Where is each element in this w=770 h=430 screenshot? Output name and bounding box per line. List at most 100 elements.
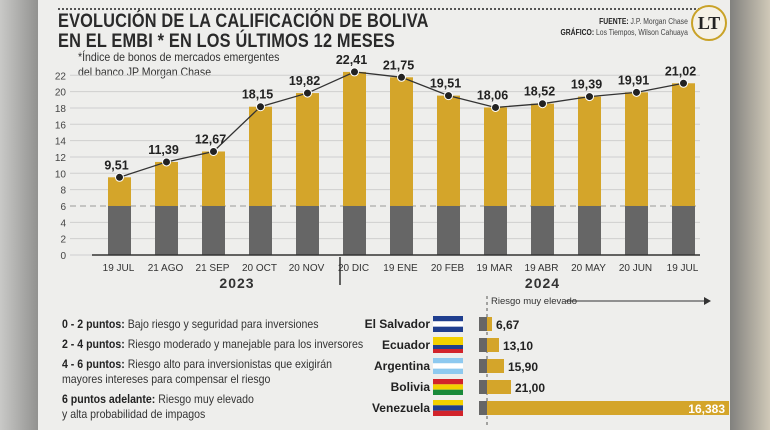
risk-value: 13,10 [503,339,533,353]
data-point [256,102,265,112]
year-label: 2023 [219,275,254,291]
flag-stripe [433,363,463,369]
x-tick-label: 21 SEP [196,263,230,274]
bar-below-threshold [296,205,319,255]
risk-legend: 0 - 2 puntos: Bajo riesgo y seguridad pa… [62,317,432,427]
data-label: 18,52 [524,85,555,99]
source-label: FUENTE: [599,17,629,26]
risk-value: 16,383 [688,402,725,416]
data-label: 18,15 [242,88,273,102]
bar-below-threshold [672,205,695,255]
data-label: 21,75 [383,58,414,72]
title-line-1: EVOLUCIÓN DE LA CALIFICACIÓN DE BOLIVA [58,11,429,32]
data-label: 19,39 [571,78,602,92]
legend-range: 6 puntos adelante: [62,392,156,406]
flag-stripe [433,316,463,322]
legend-text: Bajo riesgo y seguridad para inversiones [127,317,319,331]
y-tick-label: 20 [55,88,67,99]
flag-stripe [433,405,463,411]
x-tick-label: 20 NOV [289,263,325,274]
data-label: 18,06 [477,88,508,102]
legend-item: 2 - 4 puntos: Riesgo moderado y manejabl… [62,337,432,352]
data-label: 21,02 [665,64,696,78]
risk-bar [487,359,504,373]
x-tick-label: 19 JUL [667,263,699,274]
data-point [115,172,124,182]
x-tick-label: 19 ENE [383,263,418,274]
data-point [491,102,500,112]
data-label: 19,51 [430,77,461,91]
flag-stripe [433,349,463,353]
background-left [0,0,40,430]
risk-header: Riesgo muy elevado [491,296,577,307]
risk-bar-base [479,401,487,415]
infographic [38,0,730,430]
data-point [397,72,406,82]
legend-text: Riesgo alto para inversionistas que exig… [127,357,333,371]
background-right [728,0,770,430]
y-tick-label: 18 [55,104,67,115]
legend-range: 4 - 6 puntos: [62,357,125,371]
chart-title: EVOLUCIÓN DE LA CALIFICACIÓN DE BOLIVA E… [58,12,429,52]
bar-above-threshold [155,161,178,206]
bar-below-threshold [484,205,507,255]
flag-stripe [433,389,463,395]
flag-stripe [433,326,463,332]
bar-below-threshold [249,205,272,255]
flag-stripe [433,345,463,349]
dotted-divider [58,8,708,10]
bar-below-threshold [343,205,366,255]
y-tick-label: 22 [55,71,67,82]
year-label: 2024 [525,275,560,291]
data-label: 11,39 [148,143,179,157]
y-tick-label: 10 [55,169,67,180]
country-label: El Salvador [365,317,431,331]
y-tick-label: 2 [60,235,66,246]
arrow-right-icon [704,297,711,305]
x-tick-label: 20 MAY [571,263,606,274]
flag-stripe [433,341,463,345]
x-tick-label: 19 ABR [525,263,559,274]
title-line-2: EN EL EMBI * EN LOS ÚLTIMOS 12 MESES [58,31,395,52]
bar-above-threshold [484,107,507,206]
risk-value: 21,00 [515,381,545,395]
legend-text: Riesgo muy elevado [158,392,254,406]
bar-below-threshold [437,205,460,255]
bar-below-threshold [531,205,554,255]
bar-above-threshold [108,177,131,206]
bar-above-threshold [672,83,695,206]
country-label: Venezuela [372,401,430,415]
risk-bar [487,338,499,352]
data-point [209,146,218,156]
risk-bar [487,380,511,394]
risk-bar-base [479,317,487,331]
data-label: 19,91 [618,73,649,87]
y-tick-label: 4 [60,218,66,229]
legend-range: 2 - 4 puntos: [62,337,125,351]
bar-above-threshold [296,93,319,206]
y-tick-label: 8 [60,186,66,197]
country-label: Ecuador [382,338,430,352]
risk-value: 15,90 [508,360,538,374]
bar-above-threshold [202,151,225,206]
bar-above-threshold [390,77,413,206]
bar-below-threshold [625,205,648,255]
data-point [538,99,547,109]
bar-above-threshold [343,71,366,206]
bar-above-threshold [625,92,648,206]
x-tick-label: 20 JUN [619,263,652,274]
legend-range: 0 - 2 puntos: [62,317,125,331]
risk-bar-base [479,380,487,394]
data-point [162,157,171,167]
logo: LT [691,5,727,41]
legend-text: mayores intereses para compensar el ries… [62,372,271,386]
bar-above-threshold [437,95,460,206]
bar-below-threshold [202,205,225,255]
data-point [632,87,641,97]
x-tick-label: 19 MAR [476,263,512,274]
data-point [585,92,594,102]
legend-text: Riesgo moderado y manejable para los inv… [127,337,364,351]
y-tick-label: 6 [60,202,66,213]
note-line-1: *Índice de bonos de mercados emergentes [78,50,280,64]
graphic-label: GRÁFICO: [560,28,595,37]
